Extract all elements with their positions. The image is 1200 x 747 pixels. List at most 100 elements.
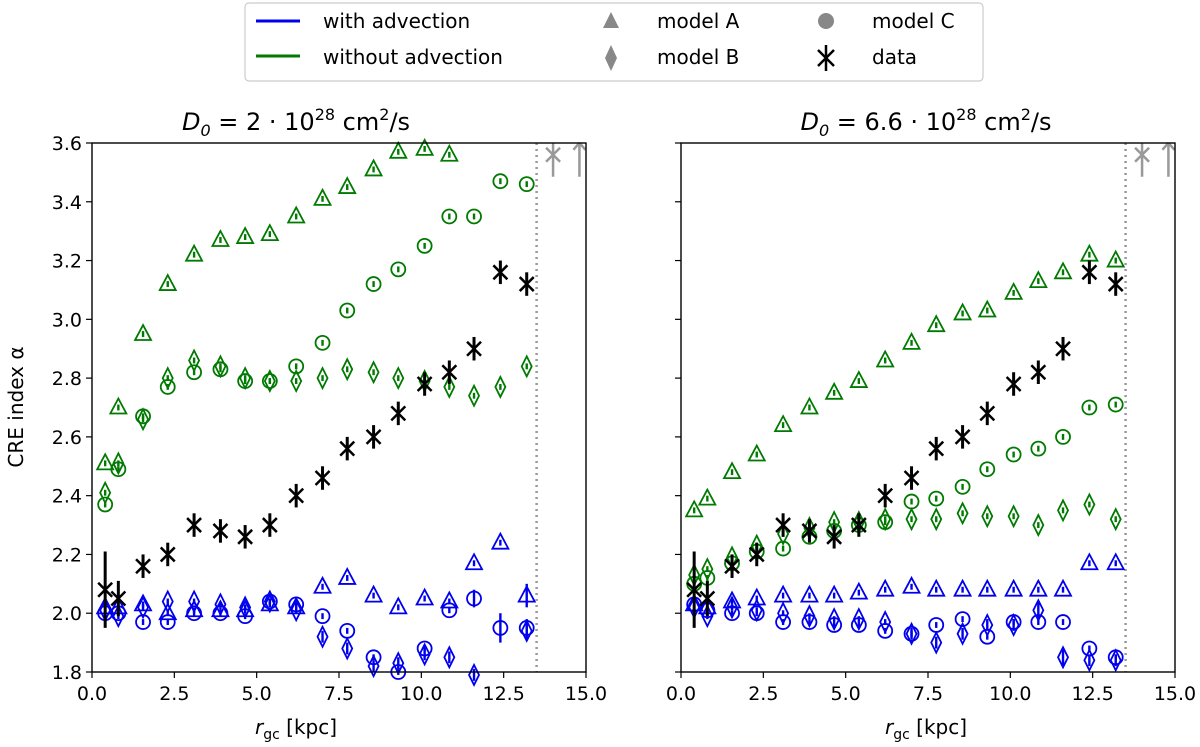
model-a-without-advection-point [260, 223, 280, 242]
model-c-without-advection-point [954, 478, 971, 495]
model-c-without-advection-point [1005, 446, 1022, 463]
model-b-without-advection-point [468, 383, 481, 408]
model-c-with-advection-point [1107, 649, 1124, 666]
y-tick-label: 2.2 [52, 544, 82, 566]
legend-label-model-c: model C [872, 9, 955, 33]
data-point [110, 580, 127, 617]
model-b-without-advection-point [981, 504, 994, 529]
model-b-without-advection-point [1032, 513, 1045, 538]
model-c-with-advection-point [850, 617, 867, 633]
y-axis-label: CRE index α [4, 346, 28, 467]
model-b-without-advection-point [1083, 492, 1096, 517]
model-a-without-advection-point [364, 158, 384, 177]
panel-right: D0 = 6.6 · 1028 cm2/s rgc [kpc] 0.0 2.5 5.… [666, 105, 1196, 743]
data-point [1030, 360, 1047, 384]
model-c-with-advection-point [903, 625, 920, 642]
y-tick-label: 3.2 [52, 251, 82, 273]
model-a-with-advection-point [490, 531, 510, 550]
model-b-with-advection-point [956, 621, 969, 646]
model-b-without-advection-point [905, 507, 918, 532]
model-a-with-advection-point [1106, 552, 1126, 571]
model-a-without-advection-point [773, 414, 793, 433]
data-point [416, 372, 433, 396]
model-c-with-advection-point [877, 622, 894, 639]
model-c-with-advection-point [288, 596, 305, 613]
legend-label-without-advection: without advection [323, 45, 503, 69]
data-point [954, 425, 971, 449]
model-a-with-advection-point [926, 578, 946, 597]
model-a-with-advection-point [773, 584, 793, 603]
model-b-with-advection-point [161, 589, 174, 614]
model-c-with-advection-point [339, 622, 356, 639]
model-a-with-advection-point [824, 584, 844, 603]
data-point [699, 580, 716, 617]
y-tick-label: 3.6 [52, 133, 82, 155]
x-tick-label: 12.5 [1072, 683, 1114, 705]
data-point [801, 519, 818, 543]
model-b-with-advection-point [341, 636, 354, 661]
model-a-without-advection-point [799, 396, 819, 415]
data-point [1107, 272, 1124, 296]
model-c-without-advection-point [261, 373, 278, 389]
model-c-without-advection-point [416, 237, 433, 254]
y-tick-label: 2.4 [52, 486, 82, 508]
model-c-with-advection-point [441, 602, 458, 619]
x-tick-label: 5.0 [831, 683, 861, 705]
data-point [492, 260, 509, 285]
data-point [518, 272, 535, 296]
model-a-with-advection-point [1053, 578, 1073, 597]
legend: with advection without advection model A… [244, 2, 984, 82]
data-point [928, 436, 945, 461]
data-point [466, 336, 482, 361]
model-a-without-advection-point [824, 381, 844, 400]
data-point [261, 513, 278, 537]
model-a-without-advection-point [184, 243, 204, 262]
model-c-without-advection-point [237, 373, 254, 389]
model-c-without-advection-point [110, 461, 127, 478]
model-b-without-advection-point [1057, 498, 1070, 523]
model-b-with-advection-point [1032, 598, 1045, 623]
model-c-with-advection-point [314, 608, 331, 625]
model-a-without-advection-point [953, 302, 973, 321]
legend-circle-icon [818, 13, 834, 29]
model-c-with-advection-point [979, 628, 996, 645]
model-a-without-advection-point [1053, 261, 1073, 280]
data-point [390, 401, 407, 426]
legend-label-model-a: model A [657, 9, 740, 33]
model-c-with-advection-point [748, 605, 765, 622]
data-point [237, 525, 254, 549]
model-a-with-advection-point [415, 587, 435, 606]
model-b-with-advection-point [1083, 648, 1096, 673]
data-point [441, 360, 458, 384]
model-a-without-advection-point [337, 176, 357, 194]
panel-left-axes-frame [91, 142, 587, 673]
data-point [212, 519, 229, 543]
model-b-without-advection-point [99, 480, 112, 505]
model-c-with-advection-point [212, 605, 229, 622]
upper-limit-x-marker [545, 142, 561, 177]
model-c-without-advection-point [1030, 440, 1047, 457]
panel-right-axes-frame [680, 142, 1176, 673]
model-c-without-advection-point [492, 173, 509, 190]
model-a-with-advection-point [1004, 578, 1024, 597]
model-a-without-advection-point [133, 323, 153, 341]
model-a-without-advection-point [158, 273, 178, 291]
panel-left-x-axis-label: rgc [kpc] [255, 715, 337, 743]
x-tick-label: 15.0 [565, 683, 607, 705]
model-b-without-advection-point [520, 354, 533, 379]
upper-limit-x-marker [1134, 142, 1150, 177]
model-c-with-advection-point [492, 613, 509, 643]
data-point [365, 425, 382, 449]
model-c-with-advection-point [416, 640, 433, 657]
model-b-with-advection-point [316, 624, 329, 649]
legend-label-data: data [872, 45, 917, 69]
x-tick-label: 15.0 [1154, 683, 1196, 705]
model-a-without-advection-point [1028, 270, 1048, 289]
model-a-without-advection-point [415, 137, 435, 156]
model-b-without-advection-point [956, 501, 969, 526]
data-point [135, 554, 151, 578]
legend-diamond-icon [605, 45, 617, 71]
legend-triangle-icon [603, 12, 619, 28]
model-c-without-advection-point [1055, 428, 1071, 445]
